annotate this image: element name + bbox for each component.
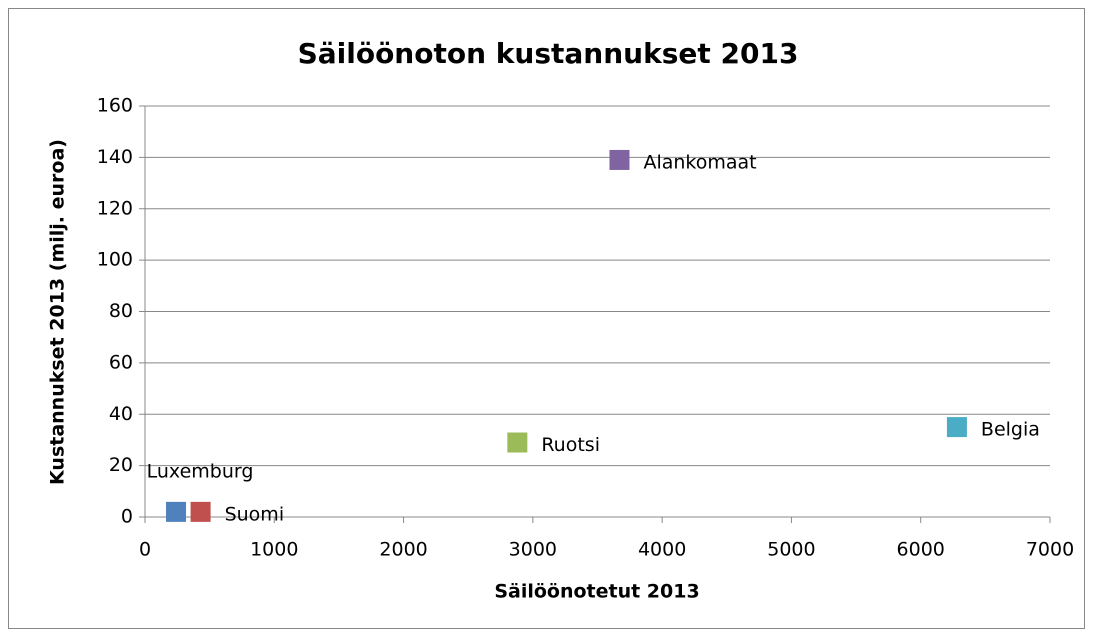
- point: [609, 149, 630, 170]
- y-tick-label: 40: [109, 403, 133, 425]
- point: [190, 501, 211, 522]
- y-tick-label: 60: [109, 351, 133, 373]
- x-tick-label: 1000: [250, 539, 298, 561]
- point: [946, 417, 967, 438]
- point: [507, 432, 528, 453]
- x-tick-label: 6000: [897, 539, 945, 561]
- chart-frame: [8, 8, 1085, 629]
- point-label: Suomi: [225, 503, 285, 525]
- y-tick-label: 20: [109, 454, 133, 476]
- y-tick-label: 160: [97, 95, 133, 117]
- x-tick-label: 5000: [767, 539, 815, 561]
- y-tick-label: 120: [97, 197, 133, 219]
- y-tick-label: 0: [121, 506, 133, 528]
- point-label: Belgia: [981, 419, 1040, 441]
- y-axis-label: Kustannukset 2013 (milj. euroa): [47, 139, 69, 485]
- x-tick-label: 2000: [379, 539, 427, 561]
- x-tick-label: 7000: [1026, 539, 1074, 561]
- x-tick-label: 0: [139, 539, 151, 561]
- point-label: Ruotsi: [541, 434, 600, 456]
- y-tick-label: 80: [109, 300, 133, 322]
- x-tick-label: 4000: [638, 539, 686, 561]
- y-tick-label: 140: [97, 146, 133, 168]
- point-label: Luxemburg: [147, 460, 254, 482]
- chart-title: Säilöönoton kustannukset 2013: [298, 37, 799, 70]
- x-axis-label: Säilöönotetut 2013: [494, 581, 699, 603]
- point: [166, 501, 187, 522]
- point-label: Alankomaat: [643, 151, 756, 173]
- x-tick-label: 3000: [509, 539, 557, 561]
- y-tick-label: 100: [97, 249, 133, 271]
